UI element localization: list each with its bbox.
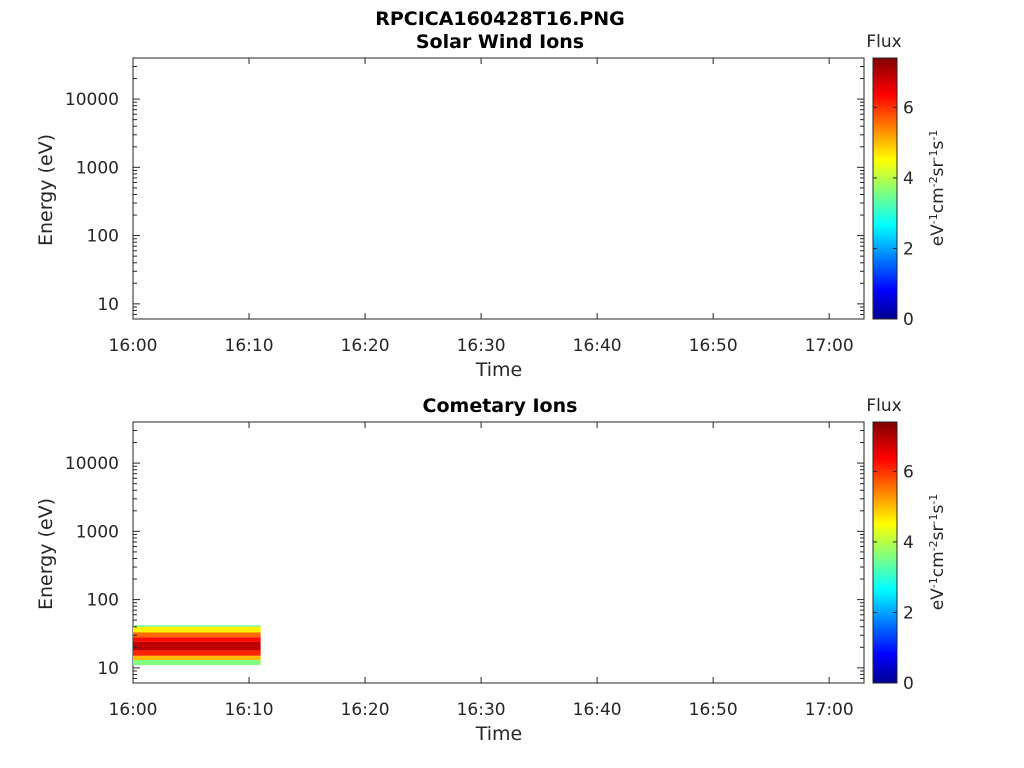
y-tick-label: 10000: [65, 90, 119, 110]
x-tick-label: 16:30: [457, 336, 506, 356]
colorbar-title: Flux: [866, 396, 901, 416]
y-axis: 10 100 1000 10000: [65, 421, 864, 684]
x-tick-label: 16:00: [109, 336, 158, 356]
heatmap-cell: [133, 660, 261, 666]
x-tick-label: 17:00: [805, 336, 854, 356]
colorbar-tick-label: 6: [903, 462, 914, 482]
y-tick-label: 1000: [76, 158, 119, 178]
colorbar: [872, 57, 898, 320]
y-tick-label: 1000: [76, 522, 119, 542]
colorbar-tick-label: 0: [903, 310, 914, 330]
heatmap-cells: [133, 625, 261, 666]
y-tick-label: 10000: [65, 454, 119, 474]
heatmap-cell: [133, 655, 261, 661]
y-tick-label: 100: [87, 227, 119, 247]
heatmap-cell: [133, 637, 261, 642]
x-tick-label: 16:40: [573, 700, 622, 720]
plot-area: [132, 57, 865, 320]
panel-title: Solar Wind Ions: [416, 31, 584, 53]
y-axis-label: Energy (eV): [35, 498, 57, 610]
colorbar-tick-label: 0: [903, 674, 914, 694]
colorbar-units-label: eV-1cm-2sr-1s-1: [927, 130, 949, 247]
y-axis: 10 100 1000 10000: [65, 57, 864, 320]
x-tick-label: 16:40: [573, 336, 622, 356]
panel-solar-wind-ions: Solar Wind Ions 16:00 16:10 16:20 16:30 16:4…: [35, 31, 948, 381]
x-tick-label: 16:10: [225, 700, 274, 720]
colorbar-tick-label: 6: [903, 98, 914, 118]
x-tick-label: 16:50: [689, 700, 738, 720]
x-tick-label: 16:50: [689, 336, 738, 356]
colorbar: [872, 421, 898, 684]
y-tick-label: 100: [87, 591, 119, 611]
y-tick-label: 10: [97, 295, 119, 315]
x-tick-label: 16:20: [341, 700, 390, 720]
colorbar-ticks: 0 2 4 6: [873, 462, 914, 694]
heatmap-cell: [133, 632, 261, 638]
y-axis-label: Energy (eV): [35, 134, 57, 246]
panel-cometary-ions: Cometary Ions 16:00 16:10 16:20 16:30 16:40 1…: [35, 395, 948, 745]
y-tick-label: 10: [97, 659, 119, 679]
x-axis-label: Time: [475, 359, 523, 381]
heatmap-cell: [133, 626, 261, 633]
colorbar-title: Flux: [866, 32, 901, 52]
x-axis-label: Time: [475, 723, 523, 745]
colorbar-tick-label: 2: [903, 239, 914, 259]
colorbar-tick-label: 4: [903, 533, 914, 553]
x-tick-label: 16:00: [109, 700, 158, 720]
colorbar-tick-label: 2: [903, 603, 914, 623]
figure-title: RPCICA160428T16.PNG: [375, 8, 625, 30]
colorbar-ticks: 0 2 4 6: [873, 98, 914, 330]
colorbar-tick-label: 4: [903, 169, 914, 189]
panel-title: Cometary Ions: [423, 395, 578, 417]
x-tick-label: 16:10: [225, 336, 274, 356]
colorbar-units-label: eV-1cm-2sr-1s-1: [927, 494, 949, 611]
heatmap-cell: [133, 650, 261, 656]
x-axis: 16:00 16:10 16:20 16:30 16:40 16:50 17:00: [109, 58, 854, 356]
heatmap-cell: [133, 625, 261, 627]
heatmap-cell: [133, 641, 261, 651]
x-axis: 16:00 16:10 16:20 16:30 16:40 16:50 17:00: [109, 422, 854, 720]
x-tick-label: 16:20: [341, 336, 390, 356]
x-tick-label: 17:00: [805, 700, 854, 720]
x-tick-label: 16:30: [457, 700, 506, 720]
